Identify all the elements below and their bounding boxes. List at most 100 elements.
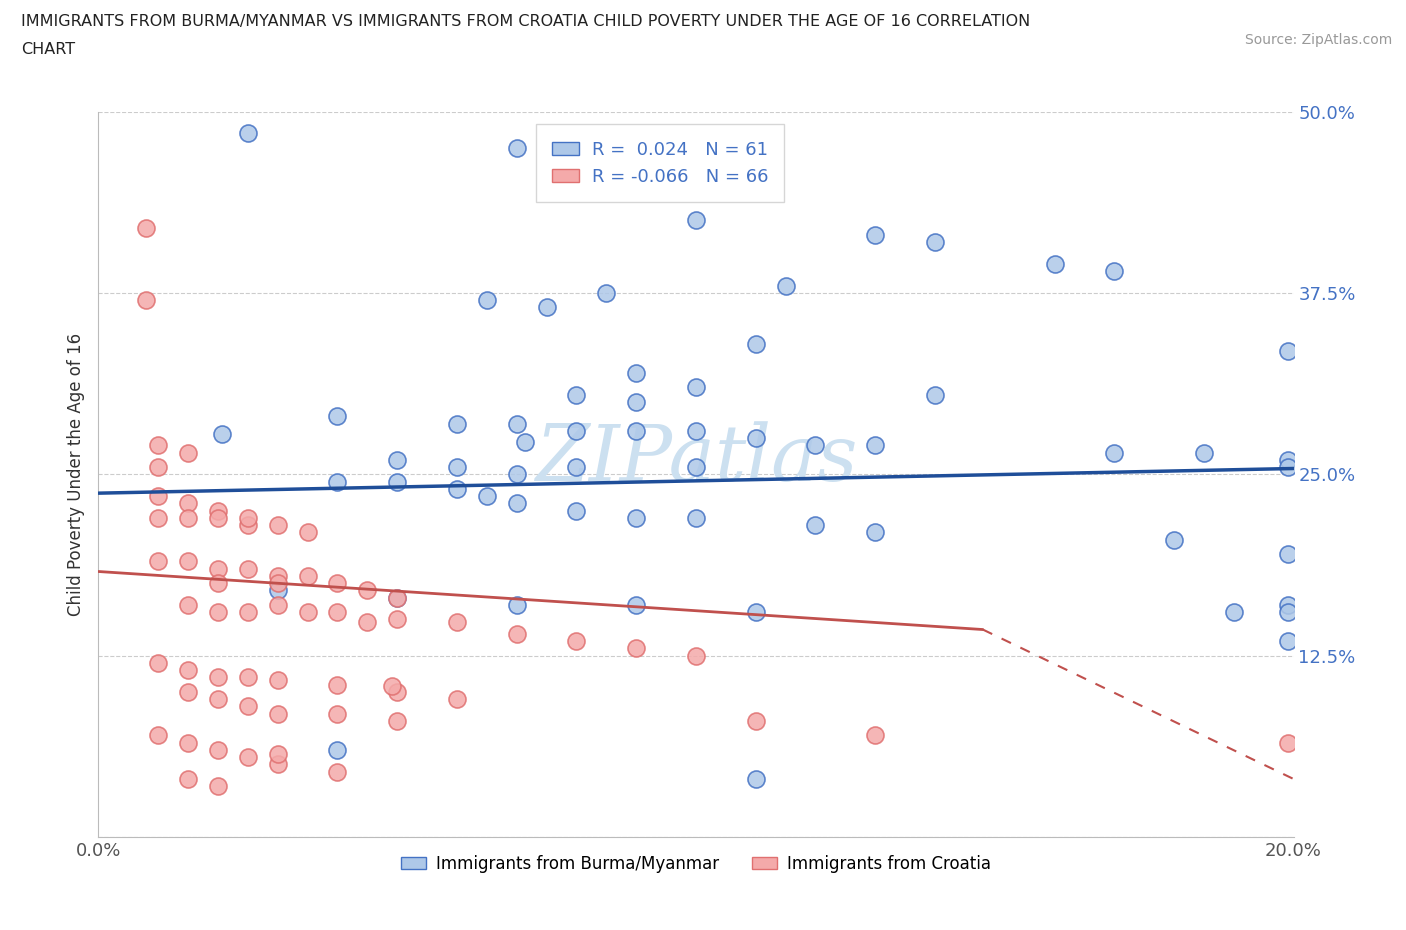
Point (236, 511, 259, 525)
Point (385, 474, 409, 489)
Point (865, 525, 887, 539)
Point (446, 482, 468, 497)
Point (135, 293, 157, 308)
Point (356, 615, 378, 630)
Point (148, 728, 170, 743)
Point (565, 633, 588, 648)
Point (446, 459, 468, 474)
Point (745, 431, 768, 445)
Point (385, 684, 409, 699)
Point (626, 423, 648, 438)
Point (385, 452, 409, 467)
Point (775, 278, 797, 293)
Point (326, 474, 349, 489)
Point (565, 459, 588, 474)
Point (385, 591, 409, 605)
Point (1277, 597, 1299, 612)
Point (385, 612, 409, 627)
Point (626, 394, 648, 409)
Point (211, 426, 233, 441)
Point (595, 286, 617, 300)
Point (177, 445, 200, 460)
Point (536, 300, 558, 315)
Point (207, 561, 229, 576)
Point (236, 561, 259, 576)
Point (177, 554, 200, 569)
Text: Source: ZipAtlas.com: Source: ZipAtlas.com (1244, 33, 1392, 46)
Point (446, 615, 468, 630)
Legend: Immigrants from Burma/Myanmar, Immigrants from Croatia: Immigrants from Burma/Myanmar, Immigrant… (394, 848, 998, 880)
Point (148, 554, 170, 569)
Point (177, 597, 200, 612)
Point (207, 503, 229, 518)
Text: IMMIGRANTS FROM BURMA/MYANMAR VS IMMIGRANTS FROM CROATIA CHILD POVERTY UNDER THE: IMMIGRANTS FROM BURMA/MYANMAR VS IMMIGRA… (21, 14, 1031, 29)
Point (267, 706, 290, 721)
Point (236, 604, 259, 619)
Point (685, 213, 707, 228)
Point (565, 423, 588, 438)
Point (385, 713, 409, 728)
Point (356, 583, 378, 598)
Point (148, 511, 170, 525)
Point (326, 742, 349, 757)
Point (148, 459, 170, 474)
Point (207, 604, 229, 619)
Point (804, 518, 827, 533)
Point (865, 728, 887, 743)
Point (745, 713, 768, 728)
Point (297, 568, 319, 583)
Point (565, 503, 588, 518)
Point (1277, 459, 1299, 474)
Point (924, 234, 946, 249)
Point (177, 496, 200, 511)
Point (326, 764, 349, 779)
Point (506, 496, 529, 511)
Point (626, 365, 648, 380)
Point (297, 525, 319, 539)
Point (685, 423, 707, 438)
Point (267, 518, 290, 533)
Point (745, 604, 768, 619)
Point (1277, 547, 1299, 562)
Point (326, 576, 349, 591)
Point (326, 409, 349, 424)
Point (804, 438, 827, 453)
Point (506, 467, 529, 482)
Point (1277, 452, 1299, 467)
Point (924, 387, 946, 402)
Point (475, 293, 498, 308)
Point (626, 641, 648, 656)
Point (1192, 445, 1215, 460)
Point (148, 488, 170, 503)
Point (207, 692, 229, 707)
Point (236, 699, 259, 714)
Point (506, 627, 529, 642)
Point (177, 511, 200, 525)
Point (267, 747, 290, 762)
Point (1104, 264, 1126, 279)
Point (1043, 257, 1066, 272)
Point (207, 742, 229, 757)
Point (1163, 532, 1185, 547)
Point (148, 656, 170, 671)
Point (1277, 736, 1299, 751)
Point (685, 459, 707, 474)
Point (207, 576, 229, 591)
Point (177, 663, 200, 678)
Point (326, 706, 349, 721)
Point (745, 772, 768, 787)
Point (207, 670, 229, 684)
Point (177, 736, 200, 751)
Point (865, 228, 887, 243)
Point (267, 673, 290, 688)
Y-axis label: Child Poverty Under the Age of 16: Child Poverty Under the Age of 16 (66, 333, 84, 616)
Point (626, 511, 648, 525)
Point (506, 416, 529, 431)
Point (267, 583, 290, 598)
Point (506, 597, 529, 612)
Point (446, 416, 468, 431)
Point (135, 220, 157, 235)
Point (326, 604, 349, 619)
Point (267, 757, 290, 772)
Point (865, 438, 887, 453)
